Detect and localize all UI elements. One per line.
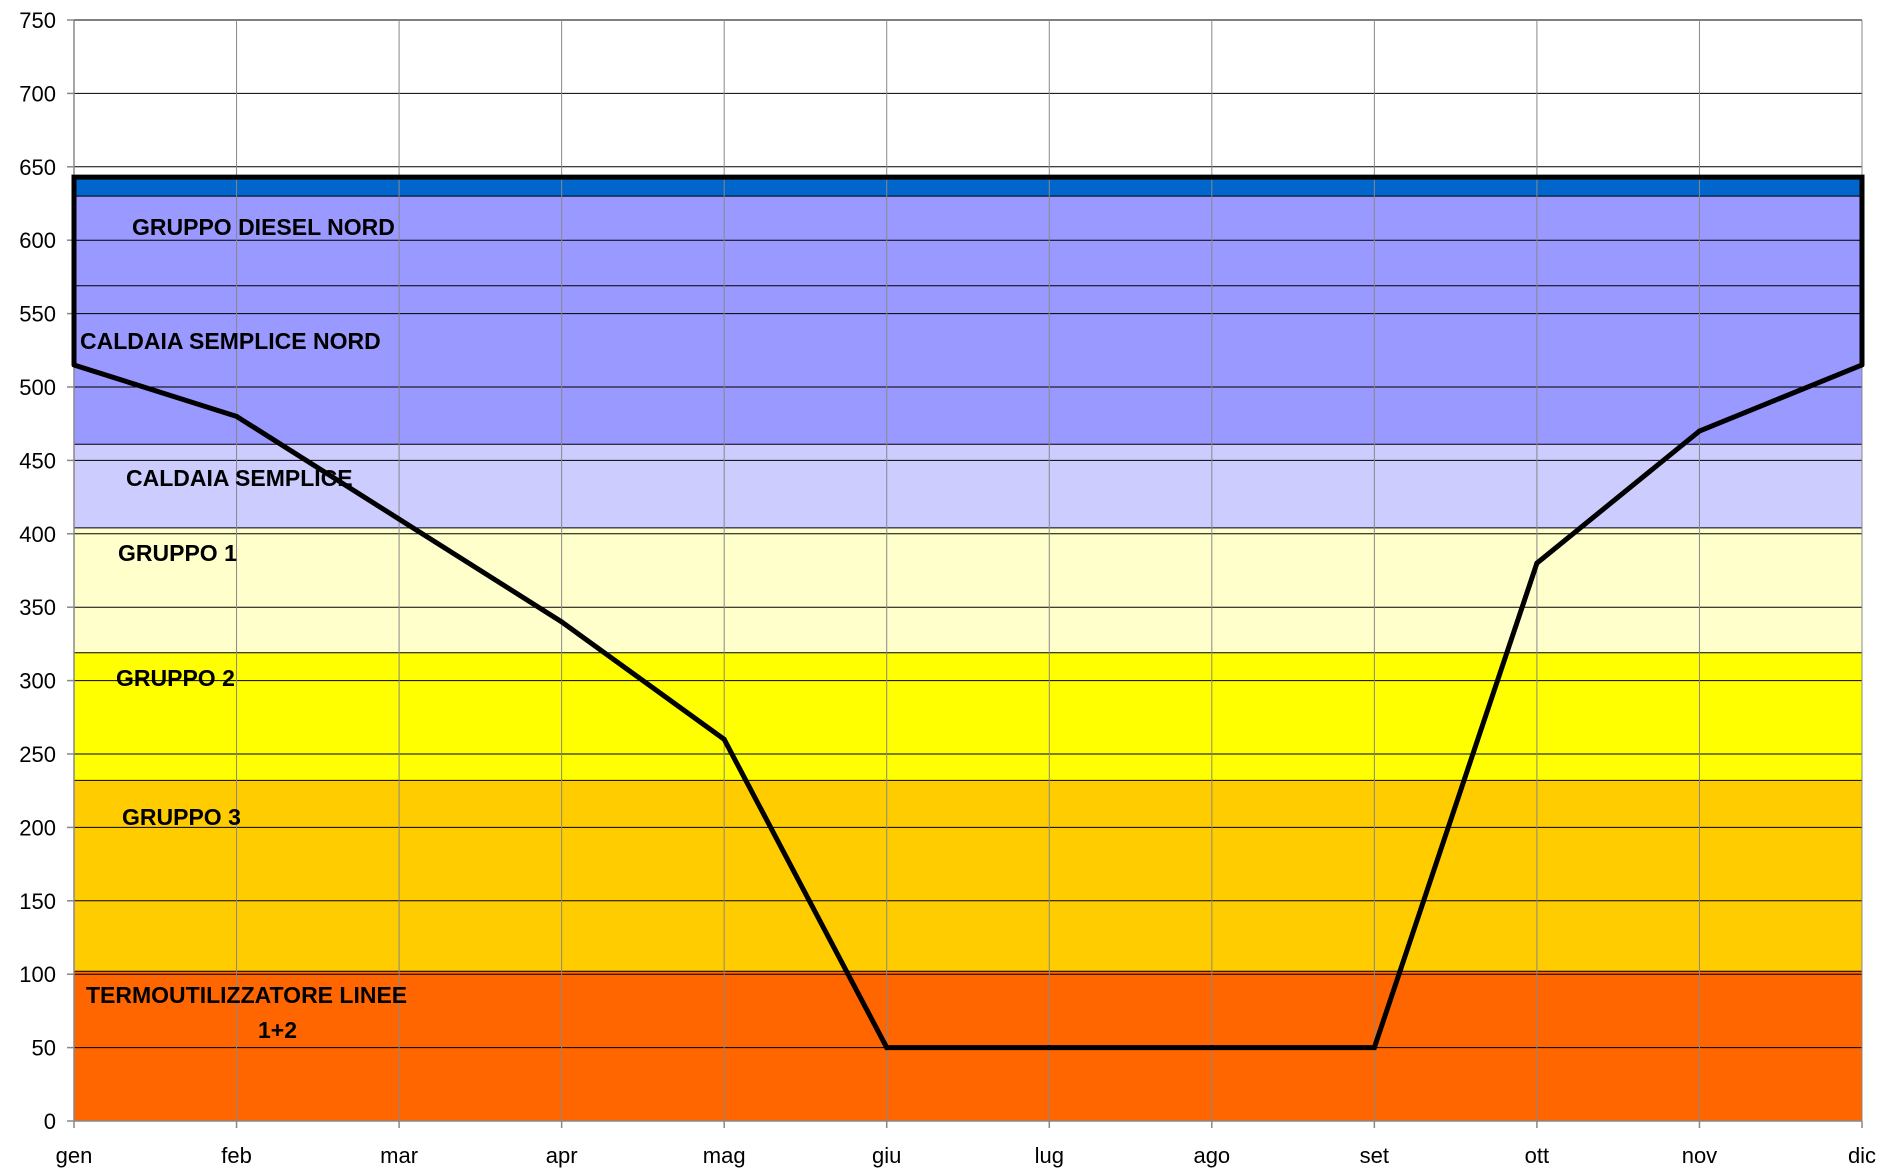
band-label-line: CALDAIA SEMPLICE NORD <box>80 328 381 354</box>
band-label-2: GRUPPO 2 <box>116 665 235 691</box>
band-2 <box>74 652 1862 781</box>
y-tick-label-6: 300 <box>19 669 56 694</box>
y-tick-label-3: 150 <box>19 889 56 914</box>
band-label-line: GRUPPO 2 <box>116 665 235 691</box>
x-tick-label-1: feb <box>221 1143 252 1168</box>
band-label-1: GRUPPO 3 <box>122 804 241 830</box>
series-point-4 <box>721 736 727 742</box>
band-5 <box>74 285 1862 445</box>
series-point-8 <box>1371 1045 1377 1051</box>
x-tick-label-5: giu <box>872 1143 901 1168</box>
series-point-0 <box>71 362 77 368</box>
capacity-outline <box>71 174 1865 365</box>
demand-series <box>71 362 1865 1051</box>
y-tick-label-0: 0 <box>44 1109 56 1134</box>
band-1 <box>74 780 1862 972</box>
series-point-6 <box>1046 1045 1052 1051</box>
series-point-5 <box>884 1045 890 1051</box>
band-label-4: CALDAIA SEMPLICE <box>126 465 353 491</box>
y-tick-label-11: 550 <box>19 302 56 327</box>
band-label-line: GRUPPO DIESEL NORD <box>132 214 395 240</box>
y-tick-label-13: 650 <box>19 155 56 180</box>
y-tick-labels: 0 50 100 150 200 250 300 350 400 450 500 550 600 650 7… <box>19 8 56 1134</box>
y-tick-label-10: 500 <box>19 375 56 400</box>
band-labels: TERMOUTILIZZATORE LINEE 1+2 GRUPPO 3 GRUPPO… <box>80 214 407 1043</box>
y-tick-label-1: 50 <box>32 1036 56 1061</box>
y-tick-label-4: 200 <box>19 815 56 840</box>
x-tick-label-3: apr <box>546 1143 578 1168</box>
x-tick-label-9: ott <box>1525 1143 1549 1168</box>
series-point-11 <box>1859 362 1865 368</box>
series-line-0 <box>73 362 1863 1051</box>
y-tick-label-8: 400 <box>19 522 56 547</box>
band-3 <box>74 527 1862 653</box>
x-tick-label-0: gen <box>56 1143 93 1168</box>
band-label-3: GRUPPO 1 <box>118 540 237 566</box>
band-label-6: GRUPPO DIESEL NORD <box>132 214 395 240</box>
band-label-0: TERMOUTILIZZATORE LINEE 1+2 <box>86 982 407 1043</box>
y-tick-label-12: 600 <box>19 228 56 253</box>
y-tick-label-7: 350 <box>19 595 56 620</box>
y-tick-label-5: 250 <box>19 742 56 767</box>
band-label-5: CALDAIA SEMPLICE NORD <box>80 328 381 354</box>
band-label-line: 1+2 <box>258 1017 297 1043</box>
y-tick-label-9: 450 <box>19 448 56 473</box>
band-label-line: TERMOUTILIZZATORE LINEE <box>86 982 407 1008</box>
capacity-outline-line <box>71 174 1865 365</box>
series-point-3 <box>559 619 565 625</box>
x-tick-label-8: set <box>1360 1143 1389 1168</box>
series-point-7 <box>1209 1045 1215 1051</box>
band-label-line: GRUPPO 1 <box>118 540 237 566</box>
band-label-line: GRUPPO 3 <box>122 804 241 830</box>
x-tick-label-10: nov <box>1682 1143 1717 1168</box>
y-tick-label-15: 750 <box>19 8 56 33</box>
gridlines <box>73 19 1863 1122</box>
series-point-1 <box>234 413 240 419</box>
x-tick-label-6: lug <box>1035 1143 1064 1168</box>
band-4 <box>74 444 1862 528</box>
x-tick-labels: gen feb mar apr mag giu lug ago set ott nov dic <box>56 1143 1876 1168</box>
series-point-9 <box>1534 560 1540 566</box>
capacity-bands <box>74 177 1862 1121</box>
band-label-line: CALDAIA SEMPLICE <box>126 465 353 491</box>
x-tick-label-2: mar <box>380 1143 418 1168</box>
band-6 <box>74 196 1862 286</box>
series-point-10 <box>1696 428 1702 434</box>
band-7 <box>74 177 1862 197</box>
x-tick-label-4: mag <box>703 1143 746 1168</box>
y-tick-label-14: 700 <box>19 81 56 106</box>
series-point-2 <box>396 516 402 522</box>
x-tick-label-11: dic <box>1848 1143 1876 1168</box>
x-tick-label-7: ago <box>1193 1143 1230 1168</box>
y-tick-label-2: 100 <box>19 962 56 987</box>
